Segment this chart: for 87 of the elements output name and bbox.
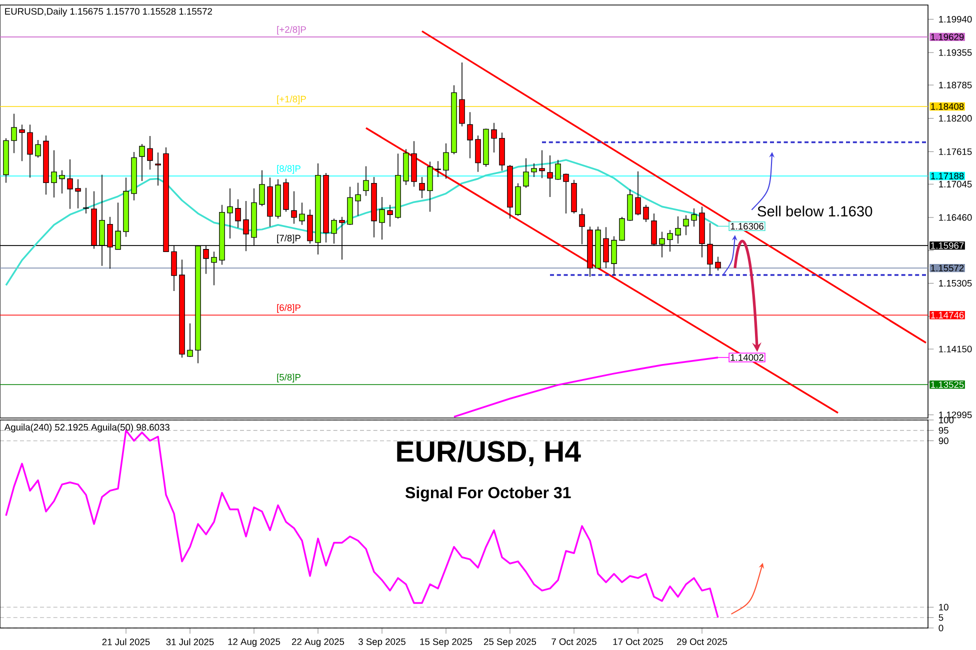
- candlestick: [291, 190, 297, 224]
- candlestick: [619, 216, 625, 242]
- x-tick-label: 12 Aug 2025: [228, 638, 280, 647]
- x-tick-label: 31 Jul 2025: [166, 638, 214, 646]
- candlestick: [715, 256, 721, 271]
- candlestick: [435, 160, 441, 178]
- ref-line-label: 1.18408: [931, 103, 964, 110]
- candlestick: [467, 112, 473, 159]
- annotation: Sell below 1.1630: [758, 206, 872, 216]
- y-tick-label: 1.19940: [939, 16, 972, 23]
- candlestick: [683, 214, 689, 236]
- candlestick: [363, 166, 369, 196]
- annotation: [7/8]P: [277, 234, 300, 244]
- x-tick-label: 25 Sep 2025: [484, 638, 536, 647]
- candlestick: [211, 251, 217, 286]
- x-tick-label: 3 Sep 2025: [358, 638, 406, 647]
- data-label: 1.14002: [730, 354, 764, 361]
- candlestick: [555, 160, 561, 180]
- candlestick: [539, 150, 545, 179]
- candlestick: [523, 158, 529, 188]
- x-tick-label: 22 Aug 2025: [292, 638, 344, 647]
- x-tick-label: 21 Jul 2025: [102, 638, 150, 646]
- candlestick: [691, 208, 697, 227]
- data-label: 1.16306: [730, 222, 764, 230]
- candlestick: [139, 144, 145, 182]
- candlestick: [155, 152, 161, 186]
- annotation: [5/8]P: [277, 374, 300, 382]
- y-tick-label: 1.19355: [939, 49, 972, 56]
- candlestick: [387, 204, 393, 227]
- x-tick-label: 15 Sep 2025: [420, 638, 472, 647]
- annotation: [6/8]P: [277, 304, 300, 313]
- y-tick-label: 1.17045: [939, 180, 972, 188]
- annotation: [8/8]P: [277, 165, 300, 174]
- candlestick: [459, 62, 465, 127]
- candlestick: [67, 158, 73, 210]
- annotation: [+2/8]P: [277, 26, 306, 35]
- candlestick: [299, 202, 305, 226]
- annotation: [+1/8]P: [277, 96, 306, 104]
- candlestick: [491, 122, 497, 153]
- annotation: Aguila(240) 52.1925 Aguila(50) 98.6033: [4, 424, 170, 432]
- ref-line-label: 1.14746: [931, 312, 964, 318]
- y-tick-label: 95: [938, 427, 948, 434]
- ref-line-label: 1.17188: [931, 172, 964, 180]
- y-tick-label: 1.14150: [939, 346, 972, 352]
- candlestick: [51, 150, 57, 198]
- candlestick: [35, 140, 41, 158]
- y-tick-label: 1.15305: [939, 280, 972, 287]
- candlestick: [19, 124, 25, 162]
- candlestick: [531, 162, 537, 178]
- x-tick-label: 7 Oct 2025: [552, 638, 596, 645]
- y-tick-label: 1.12995: [939, 412, 972, 418]
- ref-line-label: 1.13525: [931, 381, 964, 388]
- candlestick: [475, 135, 481, 172]
- candlestick: [643, 204, 649, 222]
- y-tick-label: 5: [938, 614, 944, 621]
- chart-title: EURUSD,Daily 1.15675 1.15770 1.15528 1.15572: [5, 8, 212, 17]
- candlestick: [75, 178, 81, 209]
- candlestick: [443, 143, 449, 180]
- candlestick: [27, 124, 33, 178]
- candlestick: [59, 170, 65, 194]
- ref-line-label: 1.19629: [931, 34, 964, 40]
- ref-line-label: 1.15572: [931, 264, 964, 272]
- candlestick: [259, 170, 265, 206]
- x-tick-label: 29 Oct 2025: [677, 638, 728, 645]
- y-tick-label: 1.16460: [939, 214, 972, 221]
- candlestick: [547, 154, 553, 198]
- ref-line-label: 1.15967: [931, 242, 964, 249]
- x-tick-label: 17 Oct 2025: [613, 638, 664, 645]
- y-tick-label: 10: [939, 604, 948, 610]
- candlestick: [563, 173, 569, 214]
- candlestick: [355, 182, 361, 216]
- y-tick-label: 1.18785: [939, 82, 972, 88]
- text: Signal For October 31: [405, 486, 571, 502]
- candlestick: [187, 323, 193, 358]
- candlestick: [427, 161, 433, 212]
- y-tick-label: 0: [938, 624, 944, 632]
- y-tick-label: 1.18200: [939, 115, 972, 122]
- candlestick: [11, 113, 17, 154]
- candlestick: [419, 176, 425, 198]
- text: EUR/USD, H4: [397, 440, 581, 466]
- candlestick: [379, 196, 385, 240]
- candlestick: [147, 136, 153, 170]
- y-tick-label: 1.17615: [939, 148, 972, 155]
- candlestick: [235, 198, 241, 228]
- candlestick: [227, 188, 233, 239]
- candlestick: [635, 170, 641, 216]
- y-tick-label: 90: [938, 437, 948, 444]
